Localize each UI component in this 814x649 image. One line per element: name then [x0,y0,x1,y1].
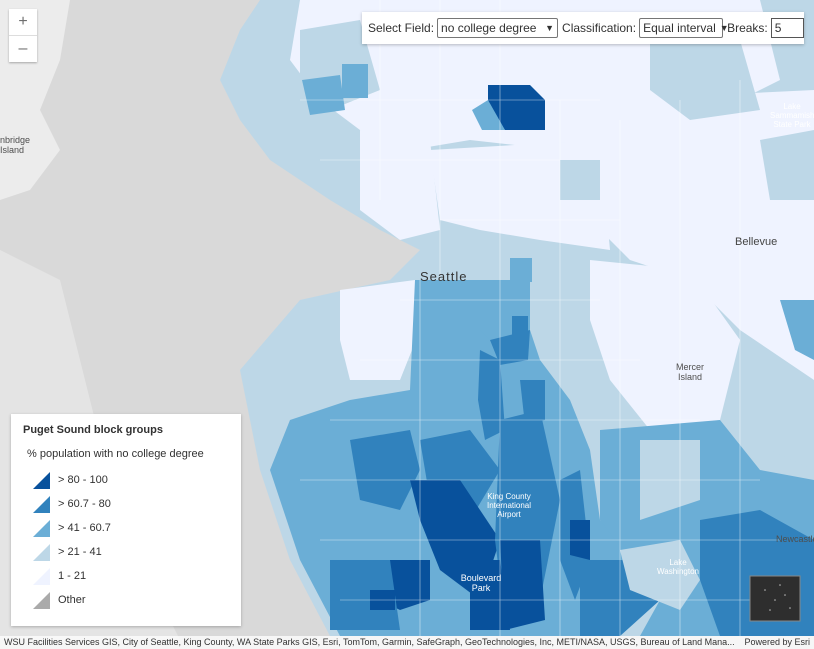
tract-nw2 [302,75,345,115]
legend-row: 1 - 21 [23,564,229,588]
breaks-input[interactable]: 5 [770,18,804,38]
tract-westseattle-n [340,280,420,380]
tract-c1 [560,160,600,200]
label-statepark: Lake Sammamish State Park [770,102,814,129]
field-select[interactable]: no college degree ▼ [437,18,559,38]
tract-ne [650,40,760,120]
legend-row: Other [23,588,229,612]
legend-row: > 21 - 41 [23,540,229,564]
zoom-control: + – [9,9,37,62]
legend-label: > 80 - 100 [58,474,108,486]
classification-select-value: Equal interval [643,21,716,35]
legend-subtitle: % population with no college degree [27,448,204,460]
legend-swatch [33,591,50,609]
tract-e3 [780,300,814,360]
overview-map[interactable] [749,575,801,622]
label-seattle: Seattle [420,269,468,284]
label-boulevard: Boulevard Park [460,573,502,593]
label-airport: King County International Airport [486,492,532,519]
renderer-toolbar: Select Field: no college degree ▼ Classi… [362,12,804,44]
tract-s9 [330,560,400,630]
attribution-bar: WSU Facilities Services GIS, City of Sea… [0,636,814,649]
tract-sw1 [350,430,420,510]
powered-by-esri[interactable]: Powered by Esri [744,637,810,647]
label-newcastle: Newcastle [776,534,814,544]
label-mercer: Mercer Island [675,362,704,382]
label-bainbridge: nbridge Island [0,135,31,155]
tract-s4 [512,316,528,350]
legend-label: > 41 - 60.7 [58,522,111,534]
classification-label: Classification: [562,21,637,35]
tract-east [600,90,814,380]
tract-boundaries [300,0,800,636]
field-select-value: no college degree [441,21,537,35]
legend-panel: Puget Sound block groups % population wi… [11,414,241,626]
tract-e1 [760,130,814,200]
tract-north-dark [488,85,545,130]
chevron-down-icon: ▼ [545,23,555,33]
tract-s2 [510,258,532,282]
tract-nw3 [342,64,368,98]
tract-s5 [478,350,505,440]
legend-row: > 41 - 60.7 [23,516,229,540]
legend-label: 1 - 21 [58,570,87,582]
tract-e2 [760,400,814,470]
zoom-divider [9,35,37,36]
classification-select[interactable]: Equal interval ▼ [639,18,729,38]
tract-sdark2 [500,540,545,630]
legend-label: > 21 - 41 [58,546,102,558]
tract-mercer [590,260,740,430]
legend-swatch [33,567,50,585]
legend-title: Puget Sound block groups [23,424,163,436]
legend-row: > 60.7 - 80 [23,492,229,516]
label-lake: Lake Washington [657,558,699,576]
legend-swatch [33,495,50,513]
legend-swatch [33,471,50,489]
legend-label: Other [58,594,86,606]
legend-label: > 60.7 - 80 [58,498,111,510]
chevron-down-icon: ▼ [719,23,729,33]
label-bellevue: Bellevue [735,236,778,248]
field-label: Select Field: [368,21,435,35]
tract-north-mid [472,100,505,130]
attribution-text[interactable]: WSU Facilities Services GIS, City of Sea… [4,637,735,647]
zoom-out-button[interactable]: – [18,40,28,57]
zoom-in-button[interactable]: + [18,13,28,30]
overview-dots [764,584,791,611]
legend-row: > 80 - 100 [23,468,229,492]
legend-swatch [33,519,50,537]
legend-swatch [33,543,50,561]
breaks-label: Breaks: [727,21,768,35]
